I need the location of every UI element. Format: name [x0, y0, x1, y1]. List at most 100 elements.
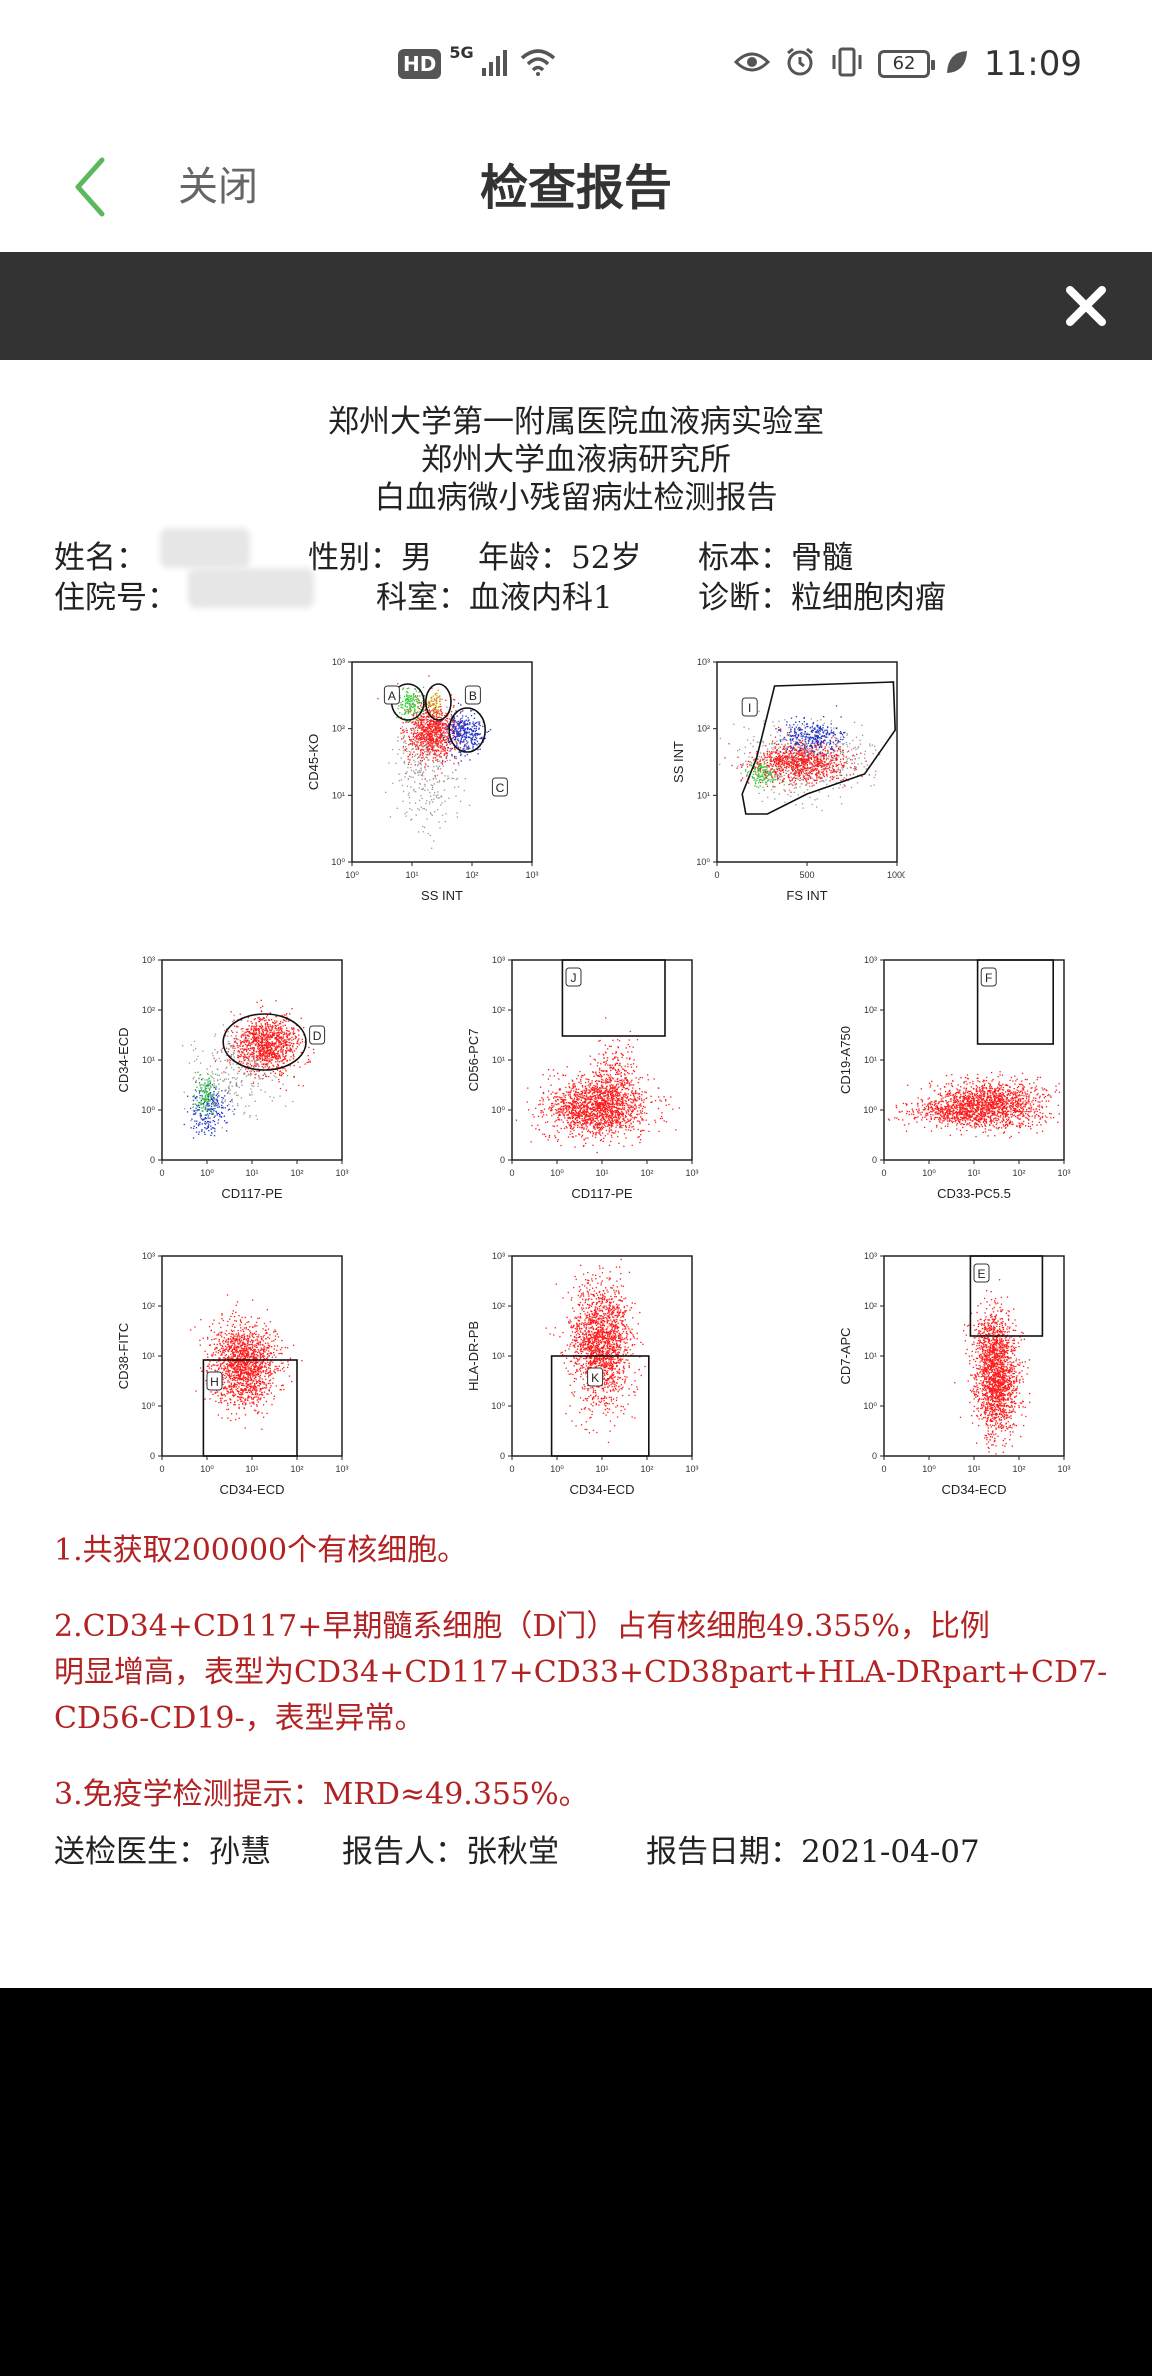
- x-tick-label: 10¹: [245, 1168, 258, 1178]
- battery-indicator: 62: [878, 50, 936, 78]
- gate-label-box: [741, 697, 758, 717]
- x-axis-label: CD34-ECD: [941, 1482, 1006, 1497]
- plot-svg: D 0 10⁰ 10¹ 10² 10³ 10³ 10² 10¹ 10⁰ 0 CD117-PE CD34-…: [116, 955, 349, 1201]
- x-tick-label: 10³: [1057, 1464, 1070, 1474]
- x-tick-label: 0: [509, 1168, 514, 1178]
- viewer-toolbar: [0, 252, 1152, 360]
- y-tick-label: 10¹: [142, 1351, 155, 1361]
- back-button[interactable]: [64, 150, 124, 224]
- redacted-inpatient-number: [188, 568, 314, 608]
- chevron-left-icon: [75, 157, 105, 217]
- y-axis-label: CD56-PC7: [466, 1029, 481, 1092]
- gate-label-box: [973, 1263, 990, 1283]
- report-title-line-1: 郑州大学第一附属医院血液病实验室: [328, 404, 824, 440]
- gate-label-box: [980, 967, 997, 987]
- network-indicators: HD 5G: [398, 43, 556, 80]
- x-axis-label: CD117-PE: [221, 1186, 283, 1201]
- sex-field: 性别：男: [308, 540, 432, 576]
- plot-svg: A B C 10⁰ 10¹ 10² 10³ 10³ 10² 10¹ 10⁰ SS INT CD45-KO: [306, 657, 539, 903]
- x-tick-label: 0: [509, 1464, 514, 1474]
- y-axis-label: CD19-A750: [838, 1026, 853, 1094]
- y-tick-label: 10³: [142, 955, 155, 965]
- y-tick-label: 0: [150, 1155, 155, 1165]
- close-link[interactable]: 关闭: [178, 164, 258, 210]
- close-viewer-button[interactable]: [1060, 280, 1112, 332]
- y-tick-label: 10³: [142, 1251, 155, 1261]
- plot-svg: F 0 10⁰ 10¹ 10² 10³ 10³ 10² 10¹ 10⁰ 0 CD33-PC5.5 CD1…: [838, 955, 1071, 1201]
- x-tick-label: 0: [714, 870, 719, 880]
- x-tick-label: 10¹: [595, 1168, 608, 1178]
- gate-outline: [969, 1255, 1044, 1337]
- x-tick-label: 10¹: [405, 870, 418, 880]
- result-2-line-3: CD56-CD19-，表型异常。: [54, 1701, 425, 1736]
- x-tick-label: 10²: [290, 1168, 303, 1178]
- gate-label-box: [464, 685, 481, 705]
- gate-outline: [561, 959, 666, 1037]
- gate-label: K: [591, 1371, 599, 1385]
- event-dots: [719, 705, 881, 812]
- x-tick-label: 10⁰: [200, 1168, 214, 1178]
- diagnosis-field: 诊断：粒细胞肉瘤: [698, 580, 946, 616]
- x-tick-label: 10⁰: [550, 1168, 564, 1178]
- clock: 11:09: [984, 44, 1082, 84]
- y-tick-label: 10¹: [492, 1351, 505, 1361]
- x-axis-label: CD33-PC5.5: [937, 1186, 1011, 1201]
- y-tick-label: 10³: [697, 657, 710, 667]
- x-tick-label: 10³: [685, 1168, 698, 1178]
- gate-label-box: [206, 1371, 223, 1391]
- x-tick-label: 10³: [685, 1464, 698, 1474]
- x-tick-label: 10¹: [967, 1168, 980, 1178]
- hd-badge: HD: [398, 49, 442, 79]
- status-bar: HD 5G 62 11:09: [0, 0, 1152, 130]
- y-tick-label: 10²: [697, 724, 710, 734]
- x-tick-label: 10²: [640, 1168, 653, 1178]
- leaf-icon: [944, 48, 970, 80]
- y-axis-label: CD7-APC: [838, 1327, 853, 1384]
- gate-label: I: [748, 701, 751, 715]
- y-tick-label: 10²: [864, 1301, 877, 1311]
- x-tick-label: 0: [881, 1464, 886, 1474]
- event-dots: [954, 1279, 1031, 1455]
- y-tick-label: 10²: [142, 1301, 155, 1311]
- y-tick-label: 10⁰: [491, 1105, 505, 1115]
- gate-outline: [976, 959, 1055, 1045]
- app-header: 关闭 检查报告: [0, 130, 1152, 252]
- flow-plot-cd38-cd34: H 0 10⁰ 10¹ 10² 10³ 10³ 10² 10¹ 10⁰ 0 CD34-ECD CD38-…: [100, 1244, 350, 1504]
- flow-plot-hladr-cd34: K 0 10⁰ 10¹ 10² 10³ 10³ 10² 10¹ 10⁰ 0 CD34-ECD HLA-D…: [450, 1244, 700, 1504]
- x-axis-label: SS INT: [421, 888, 463, 903]
- y-axis-label: CD45-KO: [306, 734, 321, 790]
- bottom-area: [0, 1988, 1152, 2376]
- event-dots: [887, 1071, 1061, 1139]
- plot-frame: [883, 1255, 1065, 1457]
- y-tick-label: 0: [500, 1155, 505, 1165]
- submitting-doctor: 送检医生：孙慧: [54, 1834, 271, 1870]
- reporter: 报告人：张秋堂: [342, 1834, 559, 1870]
- y-tick-label: 10³: [492, 955, 505, 965]
- x-tick-label: 0: [159, 1464, 164, 1474]
- gate-label-box: [383, 685, 400, 705]
- x-tick-label: 10⁰: [922, 1464, 936, 1474]
- flow-plot-ss-fs: I 0 500 1000 10³ 10² 10¹ 10⁰ FS INT SS INT: [655, 650, 905, 910]
- x-tick-label: 1000: [887, 870, 905, 880]
- y-tick-label: 10⁰: [141, 1401, 155, 1411]
- gate-label-box: [565, 967, 582, 987]
- flow-plot-cd34-cd117: D 0 10⁰ 10¹ 10² 10³ 10³ 10² 10¹ 10⁰ 0 CD117-PE CD34-…: [100, 948, 350, 1208]
- gate-outline: [550, 1355, 650, 1457]
- y-axis-label: CD38-FITC: [116, 1323, 131, 1389]
- flow-plot-cd19-cd33: F 0 10⁰ 10¹ 10² 10³ 10³ 10² 10¹ 10⁰ 0 CD33-PC5.5 CD1…: [822, 948, 1072, 1208]
- event-dots: [181, 999, 318, 1139]
- flow-plot-cd45-ss: A B C 10⁰ 10¹ 10² 10³ 10³ 10² 10¹ 10⁰ SS INT CD45-KO: [290, 650, 540, 910]
- gate-label: C: [496, 781, 505, 795]
- report-title-line-3: 白血病微小残留病灶检测报告: [374, 480, 778, 516]
- gate-label: E: [977, 1267, 985, 1281]
- gate-outline: [448, 707, 486, 753]
- y-axis-label: HLA-DR-PB: [466, 1321, 481, 1391]
- x-tick-label: 500: [799, 870, 814, 880]
- eye-icon: [733, 50, 771, 78]
- y-tick-label: 10¹: [864, 1055, 877, 1065]
- report-date: 报告日期：2021-04-07: [646, 1834, 980, 1870]
- gate-outline: [741, 681, 897, 815]
- plot-svg: E 0 10⁰ 10¹ 10² 10³ 10³ 10² 10¹ 10⁰ 0 CD34-ECD CD7-A…: [838, 1251, 1071, 1497]
- x-tick-label: 0: [159, 1168, 164, 1178]
- plot-svg: K 0 10⁰ 10¹ 10² 10³ 10³ 10² 10¹ 10⁰ 0 CD34-ECD HLA-D…: [466, 1251, 699, 1497]
